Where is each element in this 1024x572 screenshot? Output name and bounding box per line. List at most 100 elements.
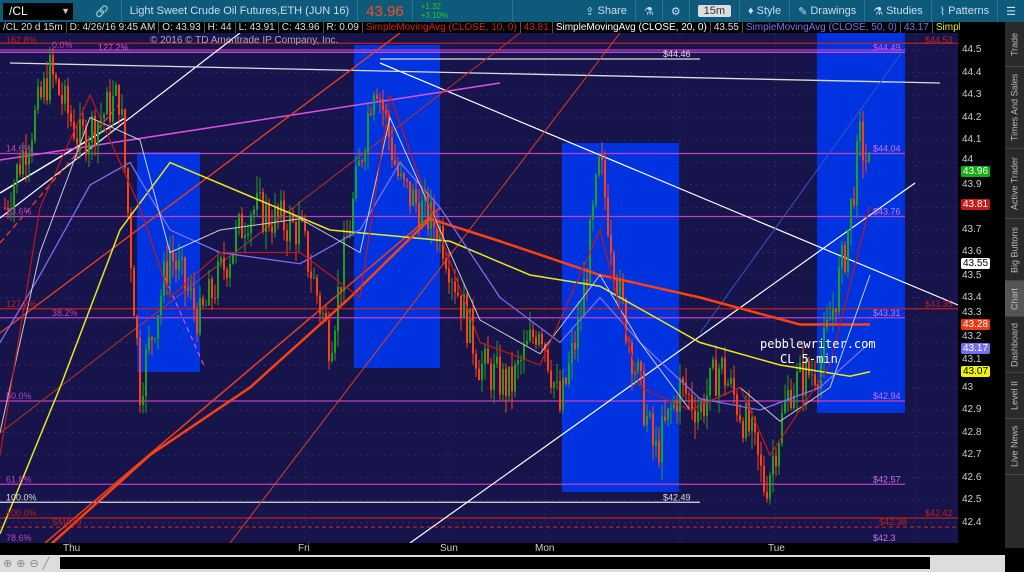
candle-body xyxy=(868,152,870,163)
price-axis[interactable]: 43.96 43.81 43.55 43.28 43.17 43.07 44.5 44.4 44… xyxy=(958,33,1004,548)
candle-body xyxy=(634,371,636,374)
candle-body xyxy=(277,205,279,217)
candle-body xyxy=(625,299,627,342)
side-tab-active-trader[interactable]: Active Trader xyxy=(1005,149,1024,219)
candle-body xyxy=(757,432,759,455)
side-tab-trade[interactable]: Trade xyxy=(1005,22,1024,67)
settings-button[interactable]: ⚙ xyxy=(663,0,690,22)
side-tab-live-news[interactable]: Live News xyxy=(1005,419,1024,475)
candle-body xyxy=(247,233,249,236)
candle-body xyxy=(190,288,192,291)
candle-body xyxy=(232,253,234,264)
candle-body xyxy=(34,109,36,141)
style-button[interactable]: ♦ Style xyxy=(740,0,791,22)
candle-body xyxy=(712,359,714,369)
share-button[interactable]: ⇪ Share xyxy=(577,0,636,22)
price-tick: 43.1 xyxy=(962,353,982,365)
last-price: 43.96 xyxy=(358,0,413,22)
candle-body xyxy=(652,413,654,446)
study-sma100[interactable]: SimpleMovingAvg (CLOSE, 100, 0) xyxy=(933,22,960,33)
candle-body xyxy=(796,371,798,396)
fib-level-price: $43.31 xyxy=(873,308,901,318)
study-sma10[interactable]: SimpleMovingAvg (CLOSE, 10, 0) xyxy=(363,22,521,33)
candle-body xyxy=(259,191,261,194)
candle-body xyxy=(505,368,507,396)
candle-body xyxy=(349,231,351,238)
candle-body xyxy=(823,327,825,362)
candle-body xyxy=(280,200,282,217)
candle-body xyxy=(250,214,252,234)
candle-body xyxy=(118,84,120,115)
candle-body xyxy=(316,277,318,296)
candle-body xyxy=(691,394,693,411)
candle-body xyxy=(364,152,366,162)
time-scrollbar[interactable] xyxy=(60,557,930,569)
candle-body xyxy=(175,261,177,270)
side-tab-big-buttons[interactable]: Big Buttons xyxy=(1005,219,1024,281)
candle-body xyxy=(844,245,846,272)
candle-body xyxy=(853,198,855,206)
patterns-button[interactable]: ⌇ Patterns xyxy=(932,0,999,22)
price-badge: 43.28 xyxy=(961,318,991,330)
watermark-line2: CL 5-min xyxy=(780,352,838,366)
candle-body xyxy=(541,333,543,344)
zoom-in-icon[interactable]: ⊕ xyxy=(16,558,26,570)
level-labels: 162.8% $44.53 0.0% 127.2% $44.49 $44.46 14.6% $… xyxy=(6,35,953,543)
candle-body xyxy=(145,349,147,397)
side-tab-chart[interactable]: Chart xyxy=(1005,281,1024,317)
candle-body xyxy=(856,140,858,206)
candle-body xyxy=(814,374,816,385)
crosshair-icon[interactable]: ⊕ xyxy=(3,558,13,570)
candle-body xyxy=(703,402,705,416)
timeframe-button[interactable]: 15m xyxy=(690,0,741,22)
studies-button[interactable]: ⚗ Studies xyxy=(865,0,932,22)
side-tab-dashboard[interactable]: Dashboard xyxy=(1005,317,1024,373)
candle-body xyxy=(802,362,804,396)
candle-body xyxy=(64,85,66,104)
side-tab-level-ii[interactable]: Level II xyxy=(1005,373,1024,419)
candle-body xyxy=(469,308,471,343)
study-sma20[interactable]: SimpleMovingAvg (CLOSE, 20, 0) xyxy=(553,22,711,33)
drawings-button[interactable]: ✎ Drawings xyxy=(790,0,866,22)
fib-level-price: $42.38 xyxy=(879,517,907,527)
candle-body xyxy=(325,313,327,321)
price-tick: 42.6 xyxy=(962,471,982,483)
candle-body xyxy=(571,343,573,364)
link-icon[interactable]: 🔗 xyxy=(95,5,109,18)
candles xyxy=(4,46,870,505)
candle-body xyxy=(460,295,462,318)
candle-body xyxy=(130,212,132,269)
price-chart[interactable]: 162.8% $44.53 0.0% 127.2% $44.49 $44.46 14.6% $… xyxy=(0,33,958,543)
study-sma50[interactable]: SimpleMovingAvg (CLOSE, 50, 0) xyxy=(743,22,901,33)
fib-level-label: 14.6% xyxy=(6,144,32,154)
candle-body xyxy=(610,234,612,254)
candle-body xyxy=(787,389,789,402)
fib-level-label: SMA10 xyxy=(52,517,82,527)
list-icon: ☰ xyxy=(1006,5,1016,18)
candle-body xyxy=(223,257,225,270)
top-toolbar: /CL ▼ 🔗 Light Sweet Crude Oil Futures,ETH… xyxy=(0,0,1024,22)
fib-level-label: 127.2% xyxy=(98,42,129,52)
draw-line-icon[interactable]: ╱ xyxy=(42,558,50,570)
candle-body xyxy=(79,118,81,144)
candle-body xyxy=(601,156,603,161)
flask-button[interactable]: ⚗ xyxy=(636,0,663,22)
candle-body xyxy=(49,55,51,101)
fib-level-price: $42.49 xyxy=(663,492,691,502)
menu-button[interactable]: ☰ xyxy=(998,0,1024,22)
candle-body xyxy=(811,374,813,376)
price-tick: 42.4 xyxy=(962,516,982,528)
symbol-selector[interactable]: /CL ▼ xyxy=(3,2,73,20)
candle-body xyxy=(754,418,756,433)
candle-body xyxy=(184,257,186,289)
zoom-out-icon[interactable]: ⊖ xyxy=(29,558,39,570)
candle-body xyxy=(517,360,519,365)
style-icon: ♦ xyxy=(748,5,754,17)
candle-body xyxy=(148,337,150,350)
candle-body xyxy=(70,113,72,122)
candle-body xyxy=(709,368,711,396)
side-tab-times-and-sales[interactable]: Times And Sales xyxy=(1005,67,1024,149)
candle-body xyxy=(229,263,231,278)
bottom-toolbar: ⊕ ⊕ ⊖ ╱ xyxy=(0,555,1005,572)
candle-body xyxy=(391,137,393,161)
